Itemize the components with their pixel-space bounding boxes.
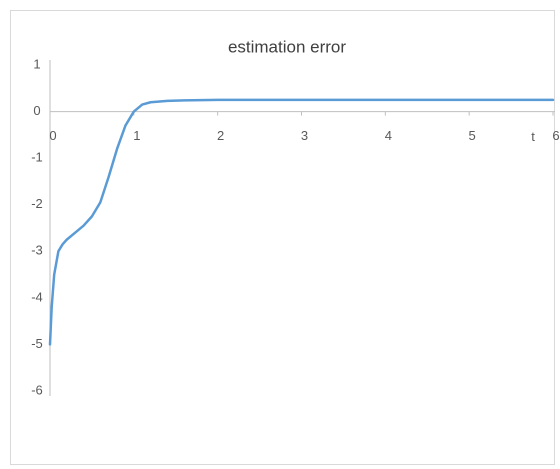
y-tick-label: -3 (31, 243, 43, 258)
x-tick-label: 0 (49, 128, 56, 143)
y-tick-label: -1 (31, 150, 43, 165)
x-tick-label: 6 (552, 128, 559, 143)
chart-border (10, 10, 555, 465)
x-tick-label: 5 (469, 128, 476, 143)
y-tick-label: 0 (33, 103, 40, 118)
x-axis-label: t (531, 129, 535, 144)
y-tick-label: -4 (31, 289, 43, 304)
y-tick-label: -6 (31, 382, 43, 397)
y-tick-label: 1 (33, 56, 40, 71)
x-tick-label: 4 (385, 128, 392, 143)
x-tick-label: 3 (301, 128, 308, 143)
line-series (48, 98, 555, 346)
x-tick-label: 2 (217, 128, 224, 143)
chart-title: estimation error (228, 37, 346, 56)
y-tick-label: -2 (31, 196, 43, 211)
y-tick-label: -5 (31, 336, 43, 351)
x-tick-label: 1 (133, 128, 140, 143)
